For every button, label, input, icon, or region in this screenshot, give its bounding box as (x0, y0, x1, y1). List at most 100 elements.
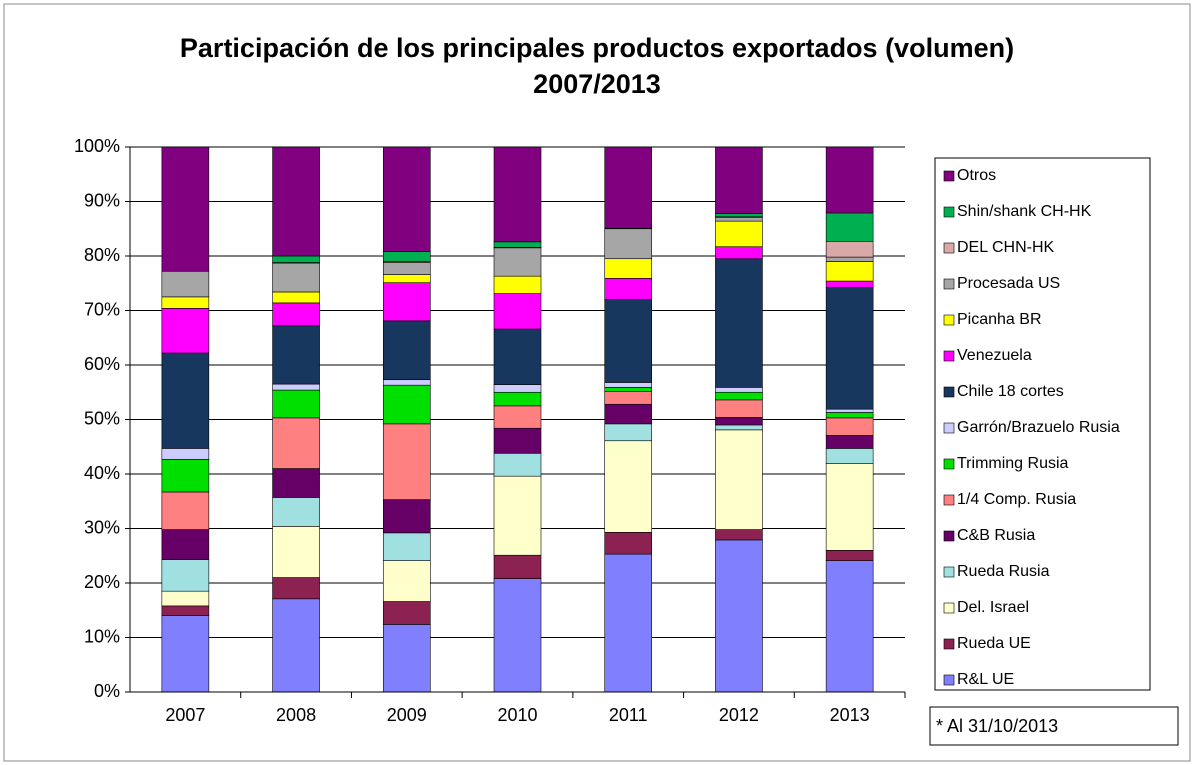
bar-segment (382, 146, 431, 252)
legend-label: DEL CHN-HK (957, 239, 1055, 256)
bar-segment (161, 448, 210, 460)
legend-label: R&L UE (957, 671, 1014, 688)
bar-segment (382, 379, 431, 386)
bar-segment (825, 240, 874, 258)
legend-swatch (943, 170, 955, 182)
legend-label: 1/4 Comp. Rusia (957, 491, 1076, 508)
y-tick-label: 100% (74, 136, 120, 156)
bar-segment (604, 146, 653, 229)
legend-label: Procesada US (957, 275, 1060, 292)
bar-segment (825, 287, 874, 410)
y-tick-label: 30% (84, 517, 120, 537)
bar-segment (715, 213, 763, 218)
bar-segment (161, 352, 210, 449)
x-tick-label: 2009 (387, 705, 427, 725)
bar-segment (161, 605, 210, 617)
bar-segment (825, 146, 874, 214)
y-tick-label: 0% (94, 681, 120, 701)
bar-segment (272, 577, 320, 600)
bar-segment (161, 270, 210, 298)
bar-segment (382, 499, 431, 534)
bar-segment (382, 624, 431, 693)
legend-label: Garrón/Brazuelo Rusia (957, 419, 1120, 436)
bar-segment (493, 384, 542, 393)
bar-segment (715, 529, 763, 541)
bar-segment (604, 532, 653, 555)
bar-segment (825, 412, 874, 419)
bar-segment (272, 526, 320, 578)
bar-segment (715, 399, 763, 418)
legend-label: Rueda UE (957, 635, 1031, 652)
bar-segment (382, 320, 431, 381)
bar-segment (493, 405, 542, 429)
bar-segment (272, 468, 320, 498)
bar-segment (715, 429, 763, 530)
bar-segment (715, 217, 763, 222)
y-tick-label: 10% (84, 626, 120, 646)
legend-label: Trimming Rusia (957, 455, 1069, 472)
bar-segment (715, 417, 763, 426)
bar-segment (604, 278, 653, 300)
bar-segment (493, 427, 542, 454)
y-tick-label: 50% (84, 408, 120, 428)
legend-swatch (943, 494, 955, 506)
bar-segment (825, 408, 874, 413)
x-tick-label: 2013 (830, 705, 870, 725)
legend-swatch (943, 458, 955, 470)
bar-segment (272, 417, 320, 469)
bar-segment (715, 424, 763, 431)
bar-segment (382, 384, 431, 425)
legend-swatch (943, 674, 955, 686)
bar-segment (493, 247, 542, 277)
y-tick-label: 80% (84, 245, 120, 265)
bar-segment (493, 475, 542, 556)
bar-segment (272, 302, 320, 327)
chart-title: 2007/2013 (533, 69, 661, 99)
bar-segment (161, 146, 210, 272)
legend-swatch (943, 314, 955, 326)
y-tick-label: 20% (84, 572, 120, 592)
bar-segment (825, 212, 874, 242)
chart-title: Participación de los principales product… (180, 33, 1014, 63)
bar-segment (382, 532, 431, 561)
y-tick-label: 70% (84, 299, 120, 319)
bar-segment (161, 296, 210, 309)
bar-segment (604, 258, 653, 279)
legend-label: Venezuela (957, 347, 1032, 364)
bar-segment (493, 391, 542, 407)
bar-segment (493, 241, 542, 248)
bar-segment (382, 560, 431, 602)
note: * Al 31/10/2013 (936, 716, 1058, 736)
x-tick-label: 2008 (276, 705, 316, 725)
bar-segment (604, 387, 653, 393)
bar-segment (493, 293, 542, 330)
x-tick-label: 2007 (165, 705, 205, 725)
bar-segment (825, 256, 874, 262)
bar-segment (493, 452, 542, 477)
bar-segment (272, 262, 320, 293)
bar-segment (382, 262, 431, 275)
legend-swatch (943, 638, 955, 650)
y-tick-label: 90% (84, 190, 120, 210)
bar-segment (382, 274, 431, 284)
legend-box (934, 157, 1151, 691)
bar-segment (272, 325, 320, 385)
bar-segment (825, 560, 874, 693)
legend-swatch (943, 278, 955, 290)
bar-segment (825, 280, 874, 288)
x-tick-label: 2012 (719, 705, 759, 725)
bar-segment (715, 391, 763, 401)
bar-segment (382, 251, 431, 262)
bar-segment (272, 383, 320, 391)
legend-label: Chile 18 cortes (957, 383, 1064, 400)
bar-segment (715, 539, 763, 693)
bar-segment (272, 598, 320, 693)
bar-segment (161, 458, 210, 493)
bar-segment (272, 146, 320, 257)
bar-segment (715, 146, 763, 214)
bar-segment (825, 463, 874, 551)
legend-label: Otros (957, 167, 996, 184)
bar-segment (161, 491, 210, 530)
bar-segment (272, 255, 320, 263)
legend-swatch (943, 386, 955, 398)
